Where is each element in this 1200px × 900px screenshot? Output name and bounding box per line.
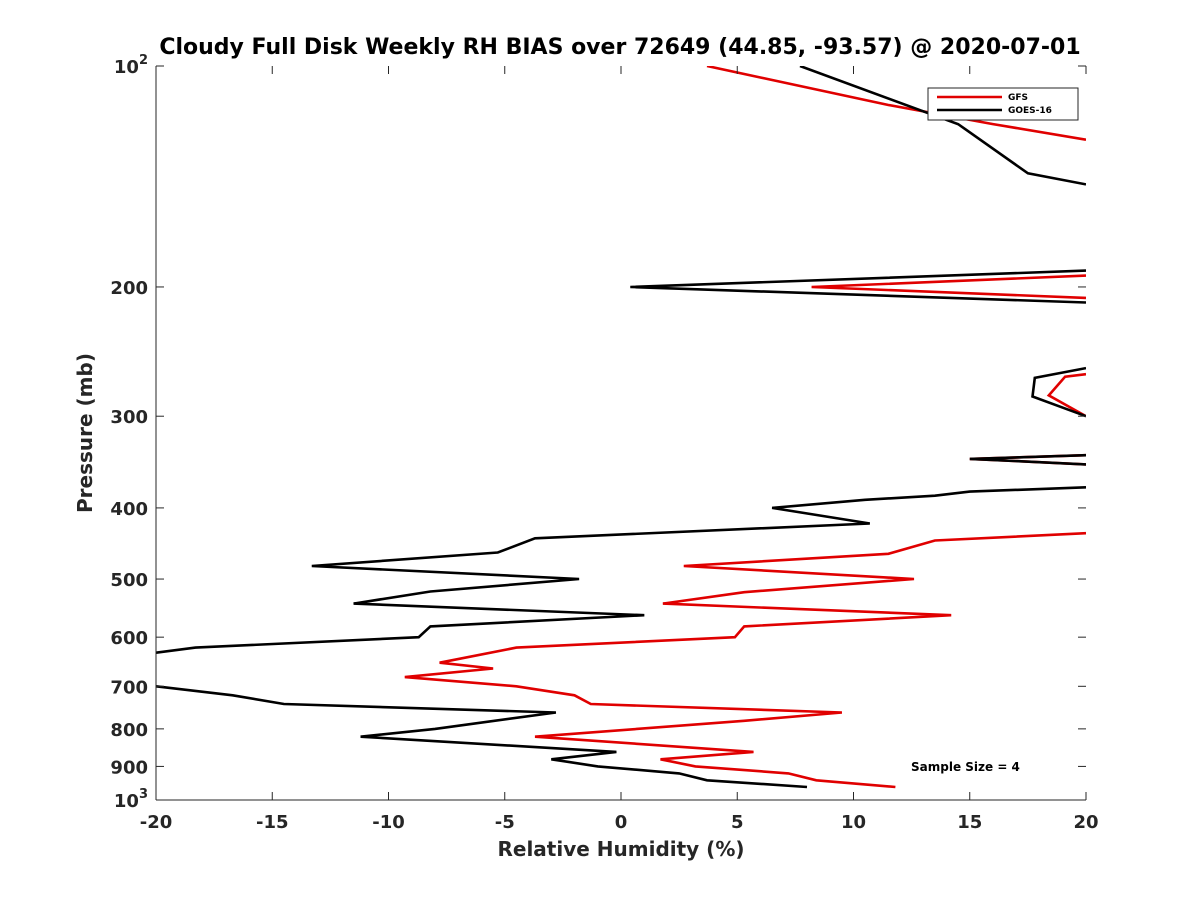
x-tick-label: 5 (731, 812, 744, 833)
legend-label: GOES-16 (1008, 106, 1052, 116)
y-tick-label: 103 (114, 787, 148, 812)
y-axis-label: Pressure (mb) (73, 353, 97, 513)
legend-box (927, 87, 1079, 121)
y-tick-label: 400 (110, 499, 148, 520)
sample-size-annotation: Sample Size = 4 (911, 760, 1020, 774)
y-tick-label: 900 (110, 757, 148, 778)
y-tick-label: 800 (110, 720, 148, 741)
series-line-goes-16 (156, 66, 1086, 789)
y-ticks: 102 200 300 400 500 600 700 800 900 103 (110, 53, 1086, 812)
x-axis-label: Relative Humidity (%) (497, 837, 744, 861)
series-group (156, 66, 1086, 789)
x-tick-label: -15 (256, 812, 289, 833)
chart-title: Cloudy Full Disk Weekly RH BIAS over 726… (159, 35, 1080, 60)
plot-area (156, 66, 1086, 800)
x-tick-label: 0 (615, 812, 628, 833)
x-tick-label: 15 (957, 812, 982, 833)
y-tick-label: 700 (110, 677, 148, 698)
y-tick-label: 600 (110, 628, 148, 649)
legend-label: GFS (1008, 93, 1028, 103)
x-tick-label: -20 (140, 812, 173, 833)
x-tick-label: 20 (1073, 812, 1098, 833)
legend: GFS GOES-16 (927, 87, 1079, 121)
y-tick-label: 300 (110, 407, 148, 428)
x-tick-label: 10 (841, 812, 866, 833)
legend-items: GFS GOES-16 (937, 93, 1052, 116)
x-tick-label: -10 (372, 812, 405, 833)
series-line-gfs (404, 66, 1086, 789)
x-ticks: -20 -15 -10 -5 0 5 10 15 20 (140, 66, 1099, 833)
y-tick-label: 500 (110, 570, 148, 591)
x-tick-label: -5 (495, 812, 515, 833)
y-tick-label: 200 (110, 278, 148, 299)
plot-frame (156, 66, 1086, 800)
y-tick-label: 102 (114, 53, 148, 78)
axes: -20 -15 -10 -5 0 5 10 15 20 102 200 300 400 500 600 70… (110, 53, 1098, 833)
